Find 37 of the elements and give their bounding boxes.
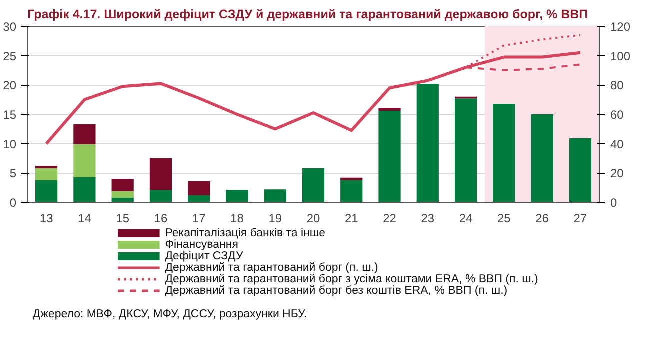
x-tick-label: 27 [574, 212, 588, 226]
chart-title: Графік 4.17. Широкий дефіцит СЗДУ й державний та гарантований державою борг, % ВВП [28, 8, 588, 22]
y-tick-label: 0 [10, 196, 17, 210]
y2-tick-label: 20 [610, 166, 624, 181]
y-tick-label: 10 [3, 137, 17, 152]
y2-tick-label: 120 [610, 20, 631, 34]
x-tick-label: 25 [497, 212, 512, 226]
legend-label: Державний та гарантований борг з усіма коштами ERA, % ВВП (п. ш.) [165, 274, 539, 286]
x-tick-label: 16 [154, 212, 168, 226]
x-tick-label: 13 [40, 212, 54, 226]
y2-tick-label: 100 [610, 49, 631, 64]
y-tick-label: 20 [3, 78, 17, 93]
x-tick-label: 24 [459, 212, 474, 226]
text: Джерело: МВФ, ДКСУ, МФУ, ДССУ, розрахунки НБУ. [32, 308, 308, 320]
y-tick-label: 30 [3, 20, 17, 34]
x-tick-label: 19 [268, 212, 282, 226]
y-tick-label: 15 [3, 108, 17, 122]
y2-tick-label: 80 [610, 78, 624, 93]
legend-label: Державний та гарантований борг (п. ш.) [165, 262, 379, 274]
legend-label: Дефіцит СЗДУ [165, 250, 244, 262]
x-tick-label: 22 [383, 212, 397, 226]
x-tick-label: 17 [192, 212, 206, 226]
legend-label: Рекапіталізація банків та інше [165, 228, 326, 240]
x-tick-label: 23 [421, 212, 435, 226]
y-tick-label: 25 [3, 49, 17, 64]
x-tick-label: 14 [78, 212, 92, 226]
y2-tick-label: 40 [610, 137, 624, 152]
x-tick-label: 21 [344, 212, 359, 226]
y-tick-label: 5 [10, 166, 17, 181]
legend-label: Державний та гарантований борг без коштів ERA, % ВВП (п. ш.) [165, 285, 508, 297]
y2-tick-label: 60 [610, 108, 624, 122]
x-tick-label: 20 [306, 212, 320, 226]
x-tick-label: 15 [116, 212, 130, 226]
x-tick-label: 18 [230, 212, 244, 226]
legend-label: Фінансування [165, 239, 238, 251]
x-tick-label: 26 [536, 212, 550, 226]
y2-tick-label: 0 [610, 196, 618, 210]
